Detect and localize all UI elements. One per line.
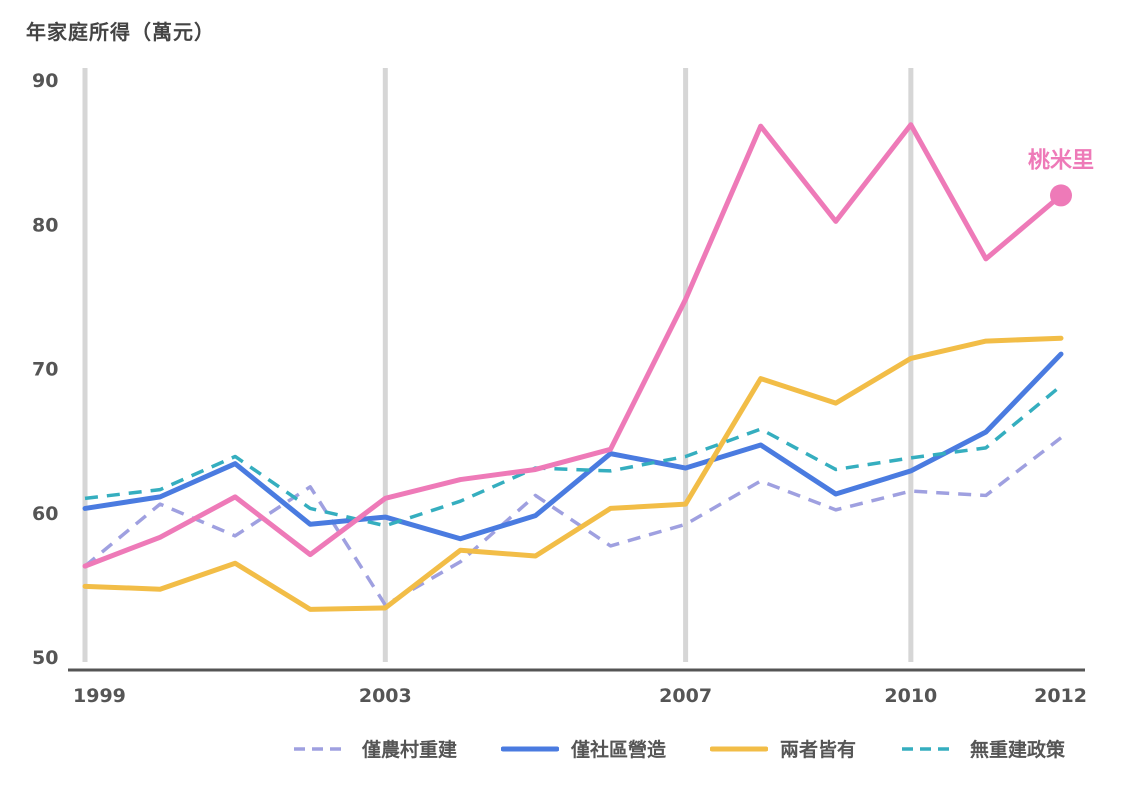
annotation-label-0: 桃米里 [1028,148,1094,173]
legend-label-3: 無重建政策 [970,739,1066,761]
y-tick-label-80: 80 [32,214,58,236]
legend-item-0: 僅農村重建 [292,735,457,762]
legend-swatch-1 [501,746,560,751]
legend-item-1: 僅社區營造 [501,735,666,762]
legend-swatch-0 [294,746,348,751]
legend-swatch-3 [902,746,957,751]
annotation-marker-0 [1050,184,1072,207]
y-tick-label-60: 60 [32,503,58,525]
y-tick-label-70: 70 [32,359,58,381]
legend: 僅農村重建 僅社區營造 兩者皆有 無重建政策 [292,735,1065,762]
x-tick-label-2010: 2010 [884,685,937,707]
x-tick-label-1999: 1999 [73,685,126,707]
x-tick-label-2007: 2007 [659,685,712,707]
y-tick-label-50: 50 [32,647,58,669]
series-line-1 [82,351,1064,542]
legend-label-0: 僅農村重建 [362,739,458,761]
series-line-4 [82,122,1064,569]
x-tick-label-2012: 2012 [1034,685,1087,707]
series-line-0 [83,436,1063,607]
series-line-3 [84,384,1063,528]
legend-item-2: 兩者皆有 [710,735,856,762]
legend-label-2: 兩者皆有 [780,739,857,761]
y-tick-label-90: 90 [32,70,58,92]
x-tick-label-2003: 2003 [359,685,412,707]
legend-item-3: 無重建政策 [900,735,1065,762]
legend-label-1: 僅社區營造 [571,739,667,761]
legend-swatch-2 [710,746,769,751]
chart-title: 年家庭所得（萬元） [26,20,215,44]
series-line-2 [82,335,1064,612]
